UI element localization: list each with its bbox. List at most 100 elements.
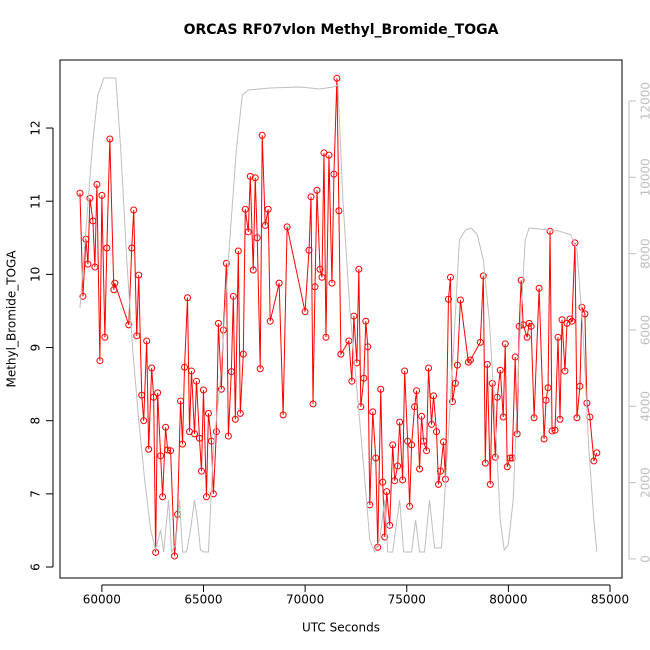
data-point bbox=[483, 360, 491, 368]
data-point bbox=[511, 353, 519, 361]
data-point bbox=[558, 316, 566, 324]
data-point bbox=[197, 467, 205, 475]
data-point bbox=[423, 447, 431, 455]
data-point bbox=[264, 205, 272, 213]
data-point bbox=[159, 493, 167, 501]
data-point bbox=[496, 366, 504, 374]
data-point bbox=[381, 533, 389, 541]
data-point bbox=[239, 350, 247, 358]
data-point bbox=[401, 367, 409, 375]
data-point bbox=[335, 207, 343, 215]
data-point bbox=[140, 417, 148, 425]
data-point bbox=[433, 428, 441, 436]
y2-tick-label: 0 bbox=[639, 555, 650, 563]
data-point bbox=[439, 438, 447, 446]
series-line bbox=[79, 78, 598, 557]
data-point bbox=[192, 377, 200, 385]
x-axis-label: UTC Seconds bbox=[302, 621, 380, 635]
data-point bbox=[383, 488, 391, 496]
data-point bbox=[214, 319, 222, 327]
data-point bbox=[328, 279, 336, 287]
data-point bbox=[479, 272, 487, 280]
data-point bbox=[523, 333, 531, 341]
data-point bbox=[244, 228, 252, 236]
data-point bbox=[209, 490, 217, 498]
data-point bbox=[322, 333, 330, 341]
data-point bbox=[554, 333, 562, 341]
data-point bbox=[501, 340, 509, 348]
data-point bbox=[145, 445, 153, 453]
data-point bbox=[416, 465, 424, 473]
data-point bbox=[89, 217, 97, 225]
chart-title: ORCAS RF07vlon Methyl_Bromide_TOGA bbox=[184, 22, 499, 38]
data-point bbox=[503, 463, 511, 471]
y-tick-label: 10 bbox=[29, 267, 43, 282]
data-point bbox=[318, 273, 326, 281]
x-tick-label: 75000 bbox=[388, 593, 426, 607]
data-point bbox=[448, 398, 456, 406]
data-point bbox=[360, 374, 368, 382]
data-point bbox=[125, 321, 133, 329]
data-point bbox=[391, 477, 399, 485]
data-point bbox=[435, 480, 443, 488]
data-point bbox=[369, 408, 377, 416]
data-point bbox=[224, 432, 232, 440]
y-tick-label: 12 bbox=[29, 120, 43, 135]
data-point bbox=[261, 221, 269, 229]
data-point bbox=[76, 189, 84, 197]
series-line bbox=[79, 77, 598, 554]
data-point bbox=[307, 193, 315, 201]
data-point bbox=[266, 317, 274, 325]
data-point bbox=[229, 292, 237, 300]
data-point bbox=[517, 276, 525, 284]
y-tick-label: 6 bbox=[29, 563, 43, 571]
y2-tick-label: 4000 bbox=[639, 391, 650, 422]
data-point bbox=[181, 363, 189, 371]
data-point bbox=[279, 411, 287, 419]
data-point bbox=[162, 423, 170, 431]
data-point bbox=[251, 174, 259, 182]
data-point bbox=[561, 367, 569, 375]
data-point bbox=[362, 317, 370, 325]
data-point bbox=[430, 392, 438, 400]
data-point bbox=[103, 244, 111, 252]
data-point bbox=[355, 265, 363, 273]
data-point bbox=[425, 364, 433, 372]
data-point bbox=[258, 131, 266, 139]
data-point bbox=[499, 413, 507, 421]
y2-tick-label: 10000 bbox=[639, 158, 650, 196]
data-point bbox=[148, 364, 156, 372]
data-point bbox=[110, 286, 118, 294]
data-point bbox=[353, 359, 361, 367]
data-point bbox=[444, 295, 452, 303]
data-point bbox=[231, 415, 239, 423]
data-point bbox=[466, 356, 474, 364]
data-point bbox=[413, 387, 421, 395]
y2-tick-label: 2000 bbox=[639, 467, 650, 498]
data-point bbox=[98, 191, 106, 199]
data-point bbox=[79, 292, 87, 300]
data-point bbox=[544, 384, 552, 392]
data-point bbox=[325, 151, 333, 159]
data-point bbox=[590, 457, 598, 465]
x-tick-label: 85000 bbox=[591, 593, 629, 607]
data-point bbox=[345, 337, 353, 345]
y-tick-label: 7 bbox=[29, 490, 43, 498]
data-point bbox=[527, 322, 535, 330]
data-point bbox=[157, 452, 165, 460]
data-point bbox=[389, 441, 397, 449]
data-point bbox=[396, 418, 404, 426]
data-point bbox=[204, 409, 212, 417]
data-point bbox=[573, 414, 581, 422]
data-point bbox=[515, 322, 523, 330]
data-point bbox=[184, 294, 192, 302]
data-point bbox=[377, 385, 385, 393]
data-point bbox=[256, 365, 264, 373]
data-point bbox=[227, 368, 235, 376]
data-point bbox=[84, 260, 92, 268]
data-point bbox=[488, 379, 496, 387]
data-point bbox=[491, 453, 499, 461]
data-point bbox=[357, 403, 365, 411]
data-point bbox=[275, 279, 283, 287]
data-point bbox=[138, 391, 146, 399]
